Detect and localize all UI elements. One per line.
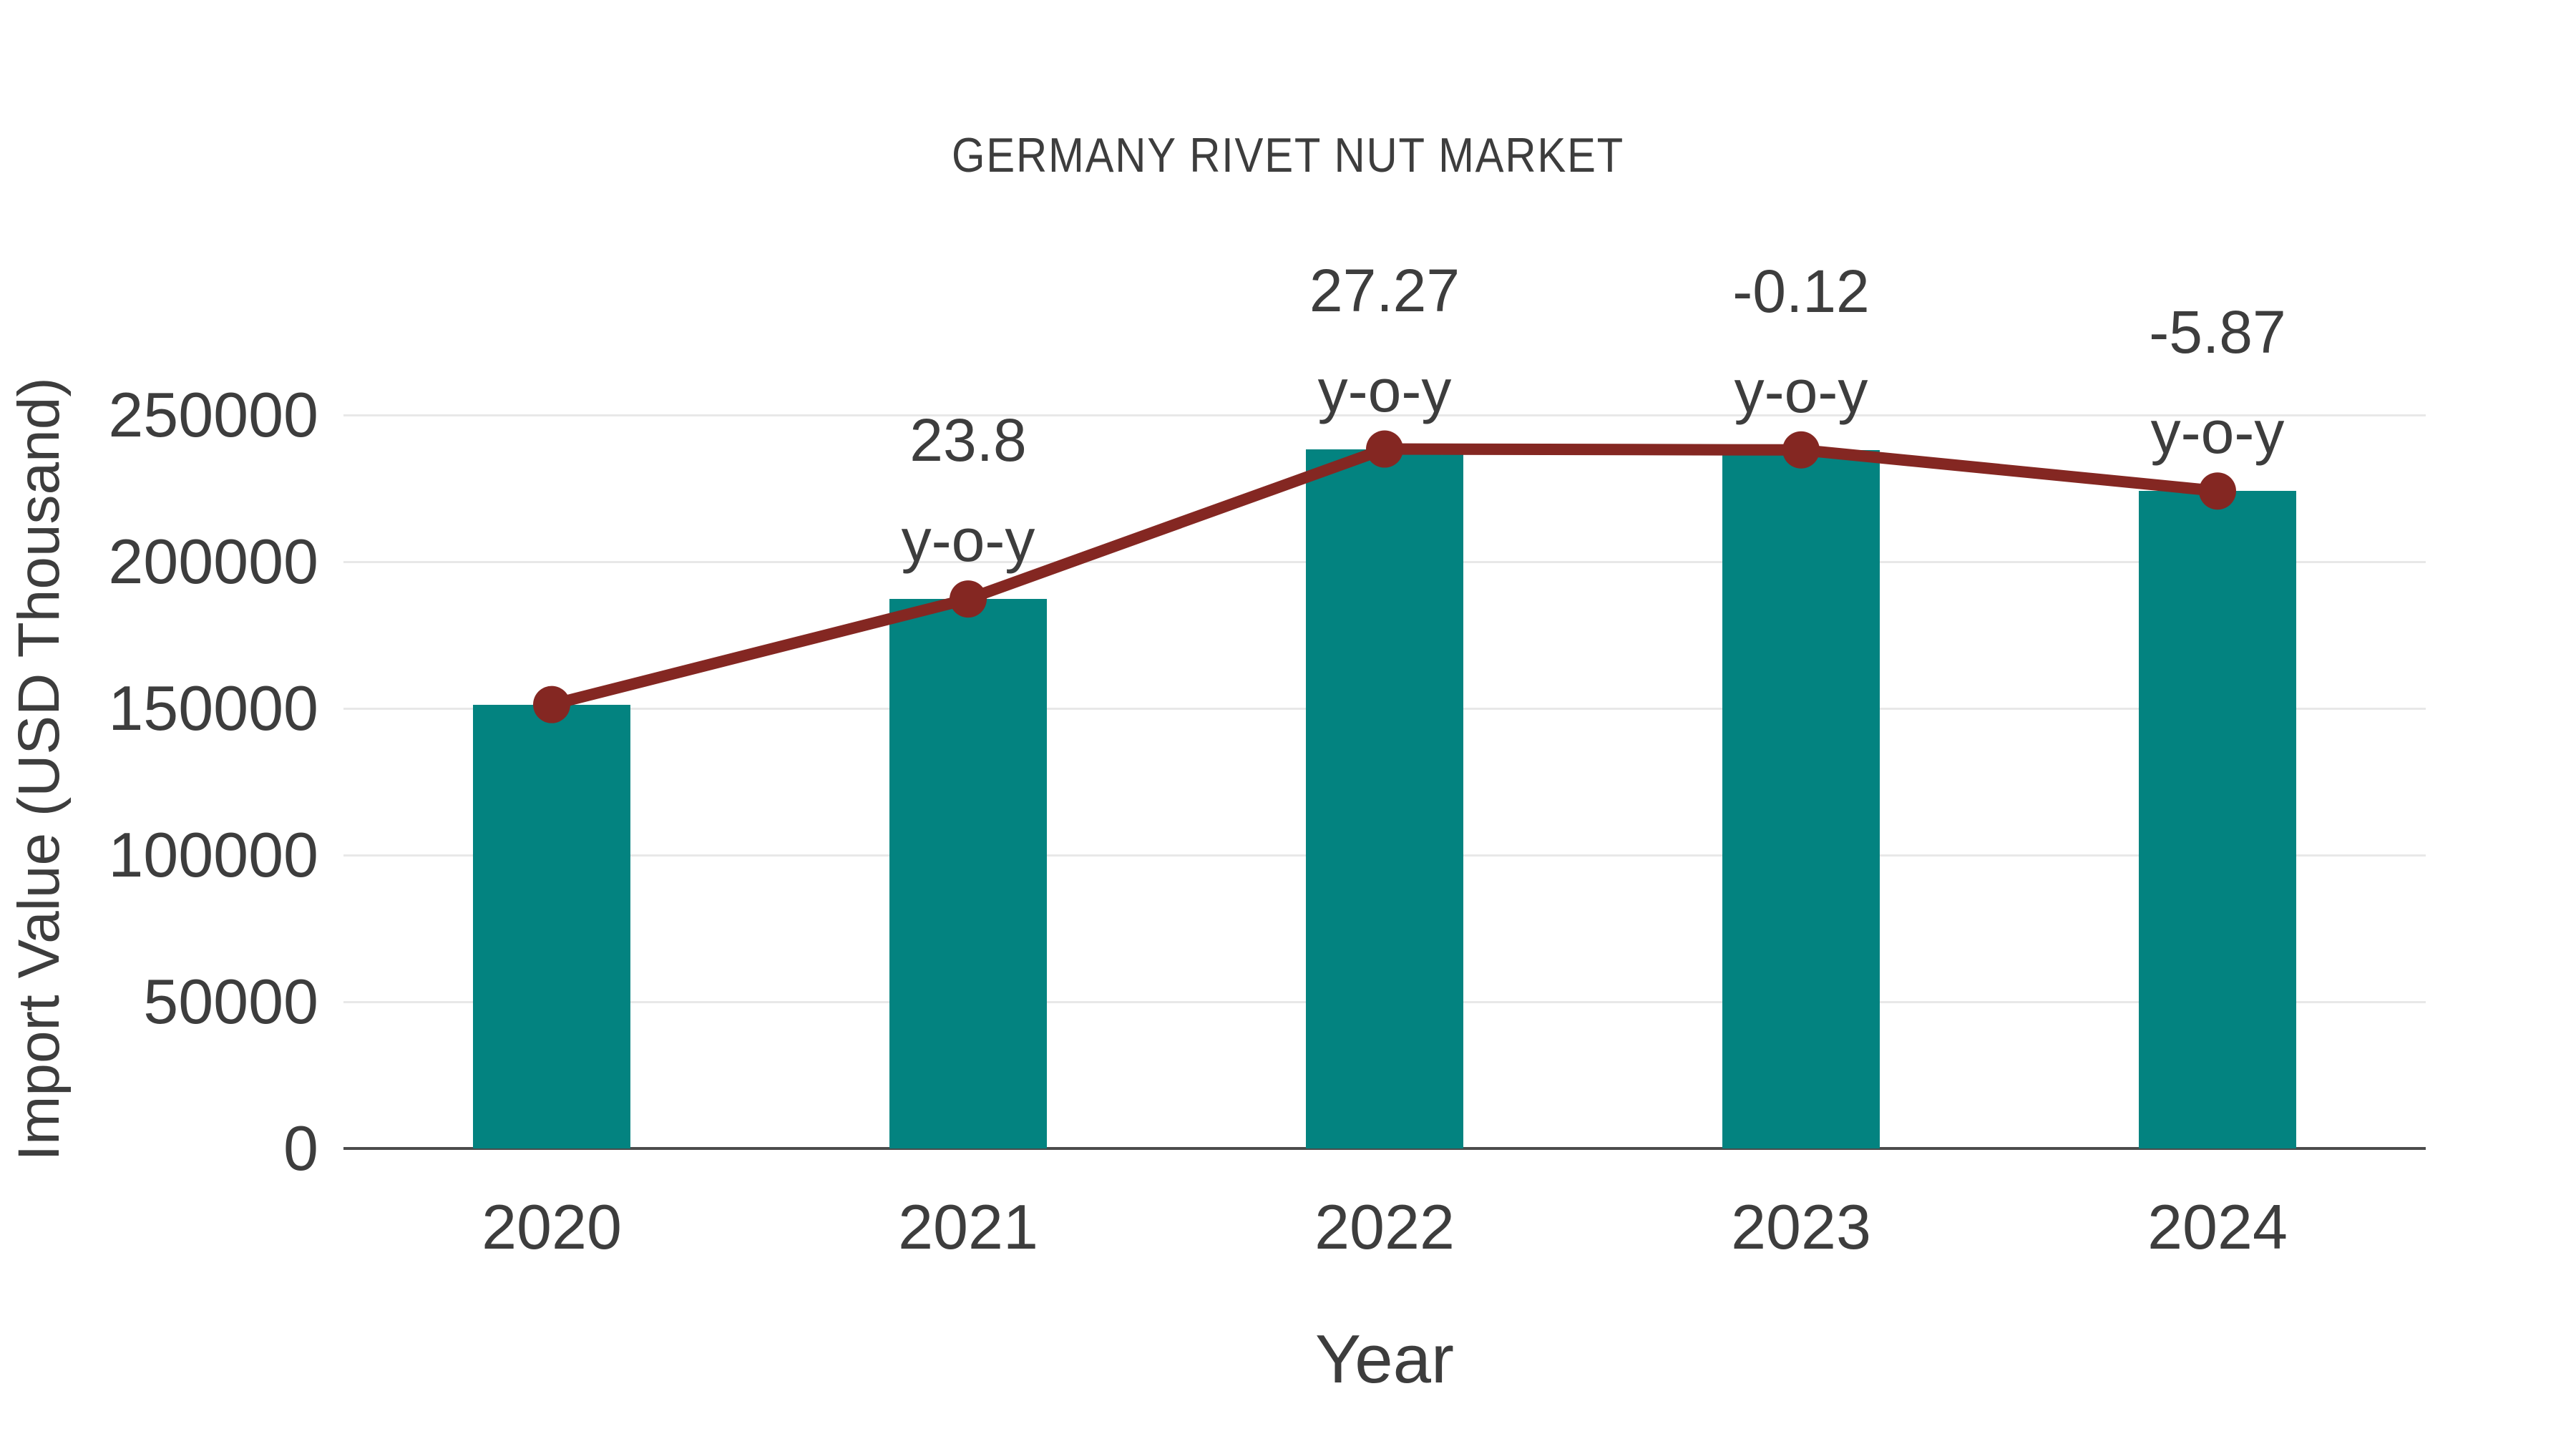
- annotation-2021: 23.8 y-o-y: [902, 390, 1035, 590]
- x-tick-label-2022: 2022: [1314, 1191, 1455, 1262]
- x-tick-label-2020: 2020: [482, 1191, 622, 1262]
- yoy-value: -0.12: [1732, 257, 1870, 325]
- x-tick-label-2021: 2021: [898, 1191, 1038, 1262]
- yoy-suffix: y-o-y: [1734, 357, 1868, 425]
- x-axis-line: [343, 1147, 2426, 1150]
- yoy-suffix: y-o-y: [901, 507, 1035, 575]
- y-tick-label: 100000: [108, 819, 318, 890]
- y-tick-label: 150000: [108, 673, 318, 743]
- y-tick-label: 250000: [108, 379, 318, 450]
- bar-2021[interactable]: [889, 599, 1047, 1148]
- yoy-suffix: y-o-y: [2150, 399, 2285, 467]
- data-point-2021[interactable]: [950, 580, 987, 618]
- yoy-suffix: y-o-y: [1317, 356, 1452, 424]
- annotation-2024: -5.87 y-o-y: [2149, 282, 2285, 482]
- bar-2020[interactable]: [473, 704, 630, 1148]
- data-point-2023[interactable]: [1782, 431, 1820, 469]
- trend-line: [550, 443, 2218, 711]
- chart-title: GERMANY RIVET NUT MARKET: [952, 128, 1624, 182]
- bar-2023[interactable]: [1722, 449, 1880, 1148]
- y-tick-label: 0: [283, 1113, 318, 1184]
- x-axis-title: Year: [1315, 1321, 1454, 1397]
- x-tick-label-2024: 2024: [2147, 1191, 2288, 1262]
- yoy-value: 23.8: [909, 406, 1027, 474]
- gridline: [343, 414, 2426, 416]
- bar-2022[interactable]: [1306, 449, 1463, 1148]
- y-tick-label: 50000: [143, 966, 318, 1037]
- annotation-2023: -0.12 y-o-y: [1732, 241, 1869, 441]
- y-tick-label: 200000: [108, 526, 318, 597]
- yoy-value: -5.87: [2149, 298, 2286, 366]
- annotation-2022: 27.27 y-o-y: [1309, 240, 1460, 441]
- x-tick-label-2023: 2023: [1731, 1191, 1871, 1262]
- data-point-2020[interactable]: [533, 686, 570, 723]
- data-point-2024[interactable]: [2199, 472, 2236, 510]
- yoy-value: 27.27: [1309, 256, 1460, 324]
- data-point-2022[interactable]: [1366, 430, 1403, 468]
- bar-2024[interactable]: [2139, 491, 2296, 1148]
